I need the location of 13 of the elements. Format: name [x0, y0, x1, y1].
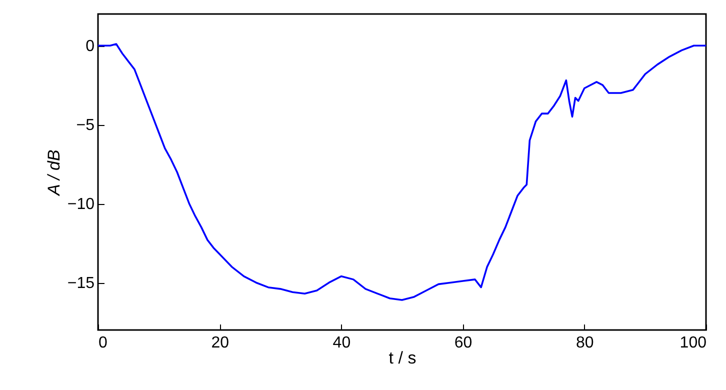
x-axis-title: t / s — [388, 348, 416, 368]
line-series — [97, 43, 707, 301]
x-tick-label: 100 — [680, 334, 707, 352]
x-tick-label: 20 — [211, 334, 230, 352]
y-tick-label: 0 — [86, 38, 95, 56]
y-tick-label: −5 — [76, 117, 95, 134]
x-tick-label: 0 — [98, 334, 108, 352]
x-tick-label: 80 — [576, 334, 594, 352]
y-tick-label: −10 — [67, 196, 95, 214]
x-tick-label: 60 — [454, 334, 472, 352]
y-axis-title: A / dB — [44, 150, 64, 196]
y-tick-label: −15 — [67, 275, 95, 292]
x-tick-label: 40 — [332, 334, 351, 352]
